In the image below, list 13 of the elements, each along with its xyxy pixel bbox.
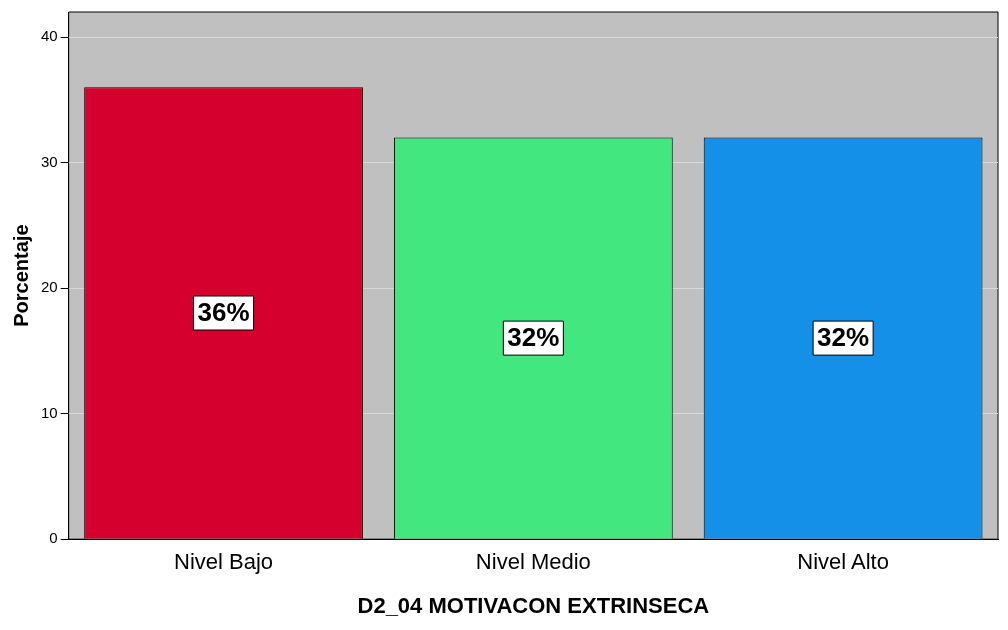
- y-tick-label: 30: [41, 152, 58, 170]
- y-tick-label: 0: [49, 529, 58, 547]
- data-label: 32%: [817, 322, 870, 353]
- x-tick-label: Nivel Bajo: [174, 549, 274, 575]
- x-tick-label: Nivel Medio: [475, 549, 591, 575]
- y-tick-label: 20: [41, 278, 58, 296]
- x-axis-title: D2_04 MOTIVACON EXTRINSECA: [357, 592, 710, 618]
- y-axis-title: Porcentaje: [9, 224, 32, 327]
- y-tick-label: 10: [41, 403, 58, 421]
- y-tick-label: 40: [41, 27, 58, 45]
- data-label: 36%: [197, 297, 250, 328]
- x-tick-label: Nivel Alto: [797, 549, 889, 575]
- data-label: 32%: [507, 322, 560, 353]
